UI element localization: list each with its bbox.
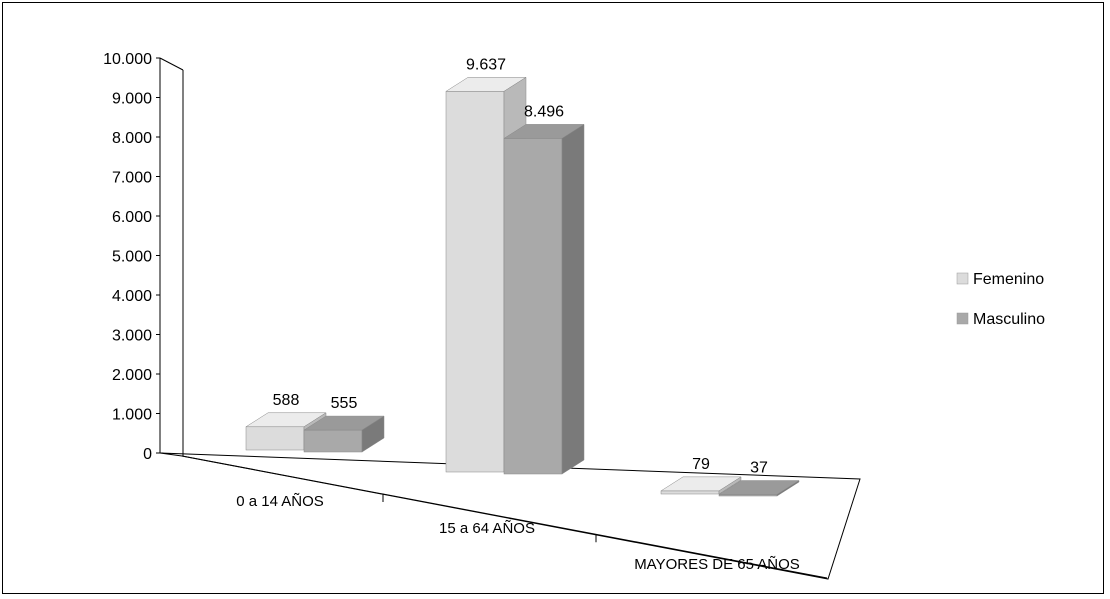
y-tick-label: 5.000 [112,249,152,266]
legend-item-masculino: Masculino [956,311,1045,328]
category-label-mayores-de-65-anos: MAYORES DE 65 AÑOS [634,556,800,573]
bar-side [776,480,800,497]
legend-label: Masculino [973,311,1045,328]
wall-top-edge [159,57,184,71]
y-tick-label: 8.000 [112,130,152,147]
bar-side [361,415,385,453]
data-label: 79 [692,456,710,473]
floor-outline [159,452,861,580]
legend-label: Femenino [973,271,1044,288]
bar-front [303,429,363,453]
chart-floor [159,452,861,580]
y-tick-label: 9.000 [112,91,152,108]
y-tick-label: 2.000 [112,367,152,384]
bars [245,76,800,497]
category-label-0-a-14-anos: 0 a 14 AÑOS [236,493,324,510]
y-tick-label: 6.000 [112,209,152,226]
data-label: 8.496 [524,103,564,120]
bar-front [245,426,305,451]
legend-swatch [956,272,969,285]
data-label: 588 [273,392,300,409]
legend: Femenino Masculino [956,271,1045,328]
data-label: 37 [750,460,768,477]
bar-side [561,123,585,475]
y-tick-label: 10.000 [103,51,152,68]
floor-front-edge [181,455,828,579]
data-label: 9.637 [466,56,506,73]
y-tick-label: 7.000 [112,170,152,187]
bar-side [718,476,742,495]
bar-femenino-mayores-de-65-anos [660,476,742,495]
data-labels: 588 9.637 79 555 8.496 37 [273,56,768,476]
y-tick-label: 4.000 [112,288,152,305]
y-axis-ticks: 0 1.000 2.000 3.000 4.000 5.000 6.000 7.000 8.00… [103,51,160,463]
data-label: 555 [331,395,358,412]
bar-masculino-mayores-de-65-anos [718,480,800,497]
y-axis [159,57,184,456]
legend-item-femenino: Femenino [956,271,1044,288]
category-label-15-a-64-anos: 15 a 64 AÑOS [439,520,535,537]
y-tick-label: 1.000 [112,407,152,424]
y-tick-label: 0 [143,446,152,463]
bar-front [660,490,720,495]
bar-front [445,91,505,473]
bar-masculino-0-a-14-anos [303,415,385,453]
y-tick-label: 3.000 [112,328,152,345]
category-labels: 0 a 14 AÑOS 15 a 64 AÑOS MAYORES DE 65 AÑO… [236,493,800,573]
legend-swatch [956,312,969,325]
bar-masculino-15-a-64-anos [503,123,585,475]
bar-front [503,138,563,475]
